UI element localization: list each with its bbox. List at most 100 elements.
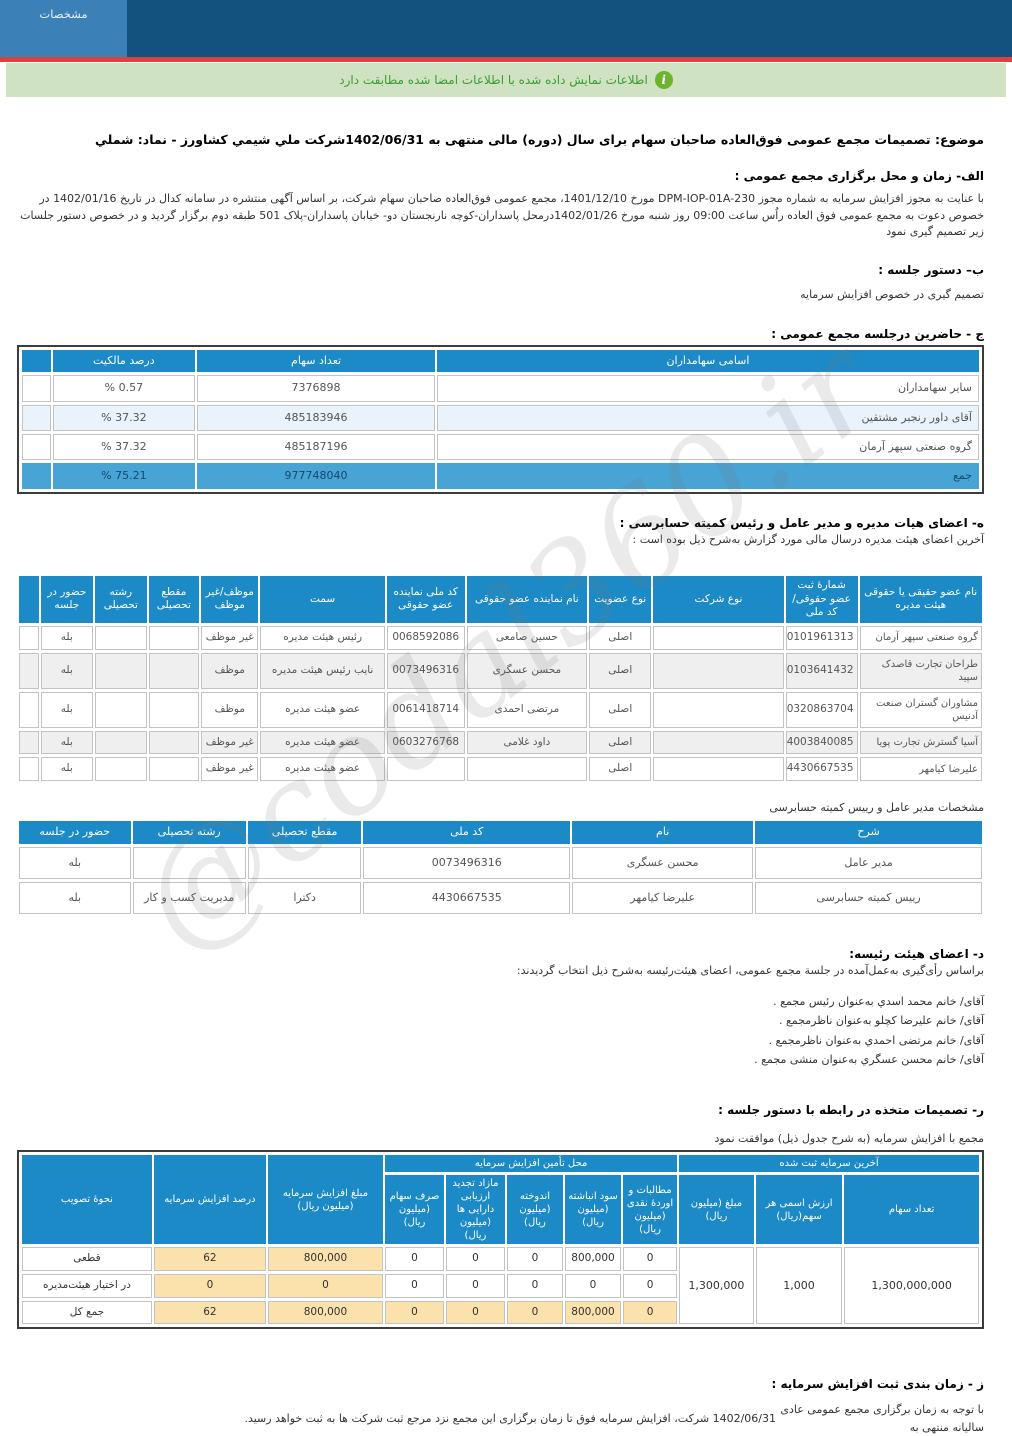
col-duty-status: موظف/غیر موظف (201, 575, 259, 623)
col-reg-number: شمارۀ ثبت عضو حقوقی/کد ملی (785, 575, 858, 623)
section-b-body: تصمیم گیری در خصوص افزایش سرمایه (800, 287, 984, 301)
col-field: رشته تحصیلی (132, 821, 246, 844)
chair-line: آقای/ خانم مرتضی احمدي به‌عنوان ناظرمجمع… (768, 1033, 984, 1047)
col-blank (19, 575, 39, 623)
col-increase-amount: مبلغ افزایش سرمایه (میلیون ریال) (267, 1155, 383, 1245)
section-z-text-right: با توجه به زمان برگزاری مجمع عمومی عادی … (780, 1403, 984, 1434)
section-e-subtitle: آخرین اعضای هیئت مدیره درسال مالی مورد گ… (632, 533, 984, 547)
header-red-divider (0, 57, 1012, 62)
col-description: شرح (755, 821, 982, 844)
col-presence: حضور در جلسه (40, 575, 94, 623)
col-shareholder-names: اسامی سهامداران (436, 350, 979, 373)
blank-cell (22, 375, 51, 402)
group-funding-source: محل تأمین افزایش سرمایه (384, 1155, 678, 1173)
share-count: 485183946 (197, 404, 435, 431)
section-z-text-left: 1402/06/31 شرکت، افزایش سرمایه فوق تا زم… (244, 1412, 776, 1426)
capital-group-header-row: آخرین سرمایه ثبت شده محل تأمین افزایش سر… (22, 1155, 979, 1245)
table-row: رییس کمیته حسابرسی علیرضا کیامهر 44306675… (19, 881, 982, 915)
table-row: آسیا گسترش تجارت پویا 14003840085 اصلی دا… (19, 730, 982, 755)
total-label: جمع (436, 463, 979, 490)
col-presence: حضور در جلسه (19, 821, 131, 844)
attendees-table: اسامی سهامداران تعداد سهام درصد مالکیت س… (20, 347, 981, 492)
col-nominal-value: ارزش اسمی هر سهم(ریال) (755, 1175, 843, 1245)
table-row: مدیر عامل محسن عسگری 0073496316 بله (19, 846, 982, 879)
col-company-type: نوع شرکت (653, 575, 784, 623)
col-rep-national-id: کد ملی نماینده عضو حقوقی (386, 575, 465, 623)
ceo-table-caption: مشخصات مدیر عامل و رییس کمیته حسابرسی (769, 800, 984, 814)
attendees-table-frame: اسامی سهامداران تعداد سهام درصد مالکیت س… (17, 345, 984, 495)
chair-line: آقای/ خانم علیرضا کچلو به‌عنوان ناظرمجمع… (778, 1014, 984, 1028)
approval-method: در اختیار هیئت‌مدیره (22, 1273, 152, 1298)
registered-shares: 1,300,000,000 (844, 1247, 979, 1325)
section-r-subtitle: مجمع با افزایش سرمایه (به شرح جدول ذیل) … (714, 1131, 984, 1145)
info-icon: i (654, 71, 673, 89)
table-row: 1,300,000,000 1,000 1,300,000 0 800,000 … (22, 1247, 979, 1325)
col-approval-method: نحوۀ تصویب (22, 1155, 152, 1245)
total-pct: % 75.21 (52, 463, 196, 490)
section-a-body: با عنایت به مجوز افزایش سرمایه به شماره … (20, 192, 984, 238)
table-row: مشاوران گستران صنعت آدنیس 10320863704 اصل… (19, 691, 982, 728)
section-e-heading: ه- اعضای هیات مدیره و مدیر عامل و رئیس ک… (619, 516, 984, 531)
col-name: نام (572, 821, 754, 844)
blank-cell (22, 433, 51, 461)
group-registered-capital: آخرین سرمایه ثبت شده (679, 1155, 979, 1173)
capital-increase-table: آخرین سرمایه ثبت شده محل تأمین افزایش سر… (20, 1152, 981, 1327)
col-share-premium: صرف سهام (میلیون ریال) (384, 1175, 444, 1245)
shareholder-name: سایر سهامداران (436, 375, 979, 402)
document-body: موضوع: تصمیمات مجمع عمومی فوق‌العاده صاح… (0, 132, 1012, 1436)
total-label: جمع کل (22, 1300, 152, 1325)
col-national-id: کد ملی (363, 821, 571, 844)
col-degree: مقطع تحصیلی (148, 575, 200, 623)
page-title: موضوع: تصمیمات مجمع عمومی فوق‌العاده صاح… (95, 132, 984, 147)
col-retained-earnings: سود انباشته (میلیون ریال) (564, 1175, 622, 1245)
total-shares: 977748040 (197, 463, 435, 490)
ownership-pct: % 37.32 (52, 433, 196, 461)
table-row: گروه صنعتی سپهر آرمان 10101961313 اصلی حس… (19, 625, 982, 650)
col-ownership-pct: درصد مالکیت (52, 350, 196, 373)
section-a-heading: الف- زمان و محل برگزاری مجمع عمومی : (734, 169, 984, 183)
top-header-bar: مشخصات (0, 0, 1012, 57)
shareholder-name: گروه صنعتی سپهر آرمان (436, 433, 979, 461)
section-z-body: با توجه به زمان برگزاری مجمع عمومی عادی … (17, 1401, 984, 1436)
col-degree: مقطع تحصیلی (247, 821, 362, 844)
share-count: 485187196 (197, 433, 435, 461)
col-amount: مبلغ (میلیون ریال) (679, 1175, 754, 1245)
blank-cell (22, 404, 51, 431)
registered-nominal: 1,000 (755, 1247, 843, 1325)
capital-sub-header-row: تعداد سهام ارزش اسمی هر سهم(ریال) مبلغ (… (22, 1175, 979, 1245)
table-row: آقای داور رنجبر مشتقین 485183946 % 37.32 (22, 404, 979, 431)
tab-specifications-label: مشخصات (39, 7, 88, 21)
table-row: سایر سهامداران 7376898 % 0.57 (22, 375, 979, 402)
board-header-row: نام عضو حقیقی یا حقوقی هیئت مدیره شمارۀ … (19, 575, 982, 623)
meeting-chairs-list: آقای/ خانم محمد اسدي به‌عنوان رئیس مجمع … (17, 994, 984, 1069)
col-claims-cash: مطالبات و اوردۀ نقدی (میلیون ریال) (623, 1175, 678, 1245)
attendees-total-row: جمع 977748040 % 75.21 (22, 463, 979, 490)
col-share-count: تعداد سهام (197, 350, 435, 373)
col-field: رشته تحصیلی (95, 575, 147, 623)
attendees-header-row: اسامی سهامداران تعداد سهام درصد مالکیت (22, 350, 979, 373)
ownership-pct: % 37.32 (52, 404, 196, 431)
chair-line: آقای/ خانم محسن عسگري به‌عنوان منشی مجمع… (754, 1053, 984, 1067)
signature-match-notice: i اطلاعات نمایش داده شده با اطلاعات امضا… (6, 63, 1006, 97)
col-rep-name: نام نماینده عضو حقوقی (466, 575, 588, 623)
signature-match-notice-text: اطلاعات نمایش داده شده با اطلاعات امضا ش… (339, 73, 648, 87)
approval-method: قطعی (22, 1247, 152, 1271)
section-c-heading: ج - حاضرین درجلسه مجمع عمومی : (771, 327, 984, 341)
section-z-heading: ز - زمان بندی ثبت افزایش سرمایه : (771, 1377, 984, 1392)
col-revaluation-surplus: مازاد تجدید ارزیابی دارایی ها (میلیون ری… (445, 1175, 505, 1245)
board-members-table: نام عضو حقیقی یا حقوقی هیئت مدیره شمارۀ … (17, 573, 984, 784)
section-d-subtitle: براساس رأی‌گیری به‌عمل‌آمده در جلسة مجمع… (516, 964, 984, 978)
col-member-name: نام عضو حقیقی یا حقوقی هیئت مدیره (859, 575, 982, 623)
ceo-header-row: شرح نام کد ملی مقطع تحصیلی رشته تحصیلی ح… (19, 821, 982, 844)
registered-amount: 1,300,000 (679, 1247, 754, 1325)
share-count: 7376898 (197, 375, 435, 402)
section-b-heading: ب– دستور جلسه : (878, 262, 984, 277)
chair-line: آقای/ خانم محمد اسدي به‌عنوان رئیس مجمع … (773, 994, 984, 1008)
col-blank (22, 350, 51, 373)
col-position: سمت (260, 575, 385, 623)
col-share-count: تعداد سهام (844, 1175, 979, 1245)
table-row: گروه صنعتی سپهر آرمان 485187196 % 37.32 (22, 433, 979, 461)
col-increase-pct: درصد افزایش سرمایه (153, 1155, 266, 1245)
tab-specifications[interactable]: مشخصات (0, 0, 127, 57)
ownership-pct: % 0.57 (52, 375, 196, 402)
